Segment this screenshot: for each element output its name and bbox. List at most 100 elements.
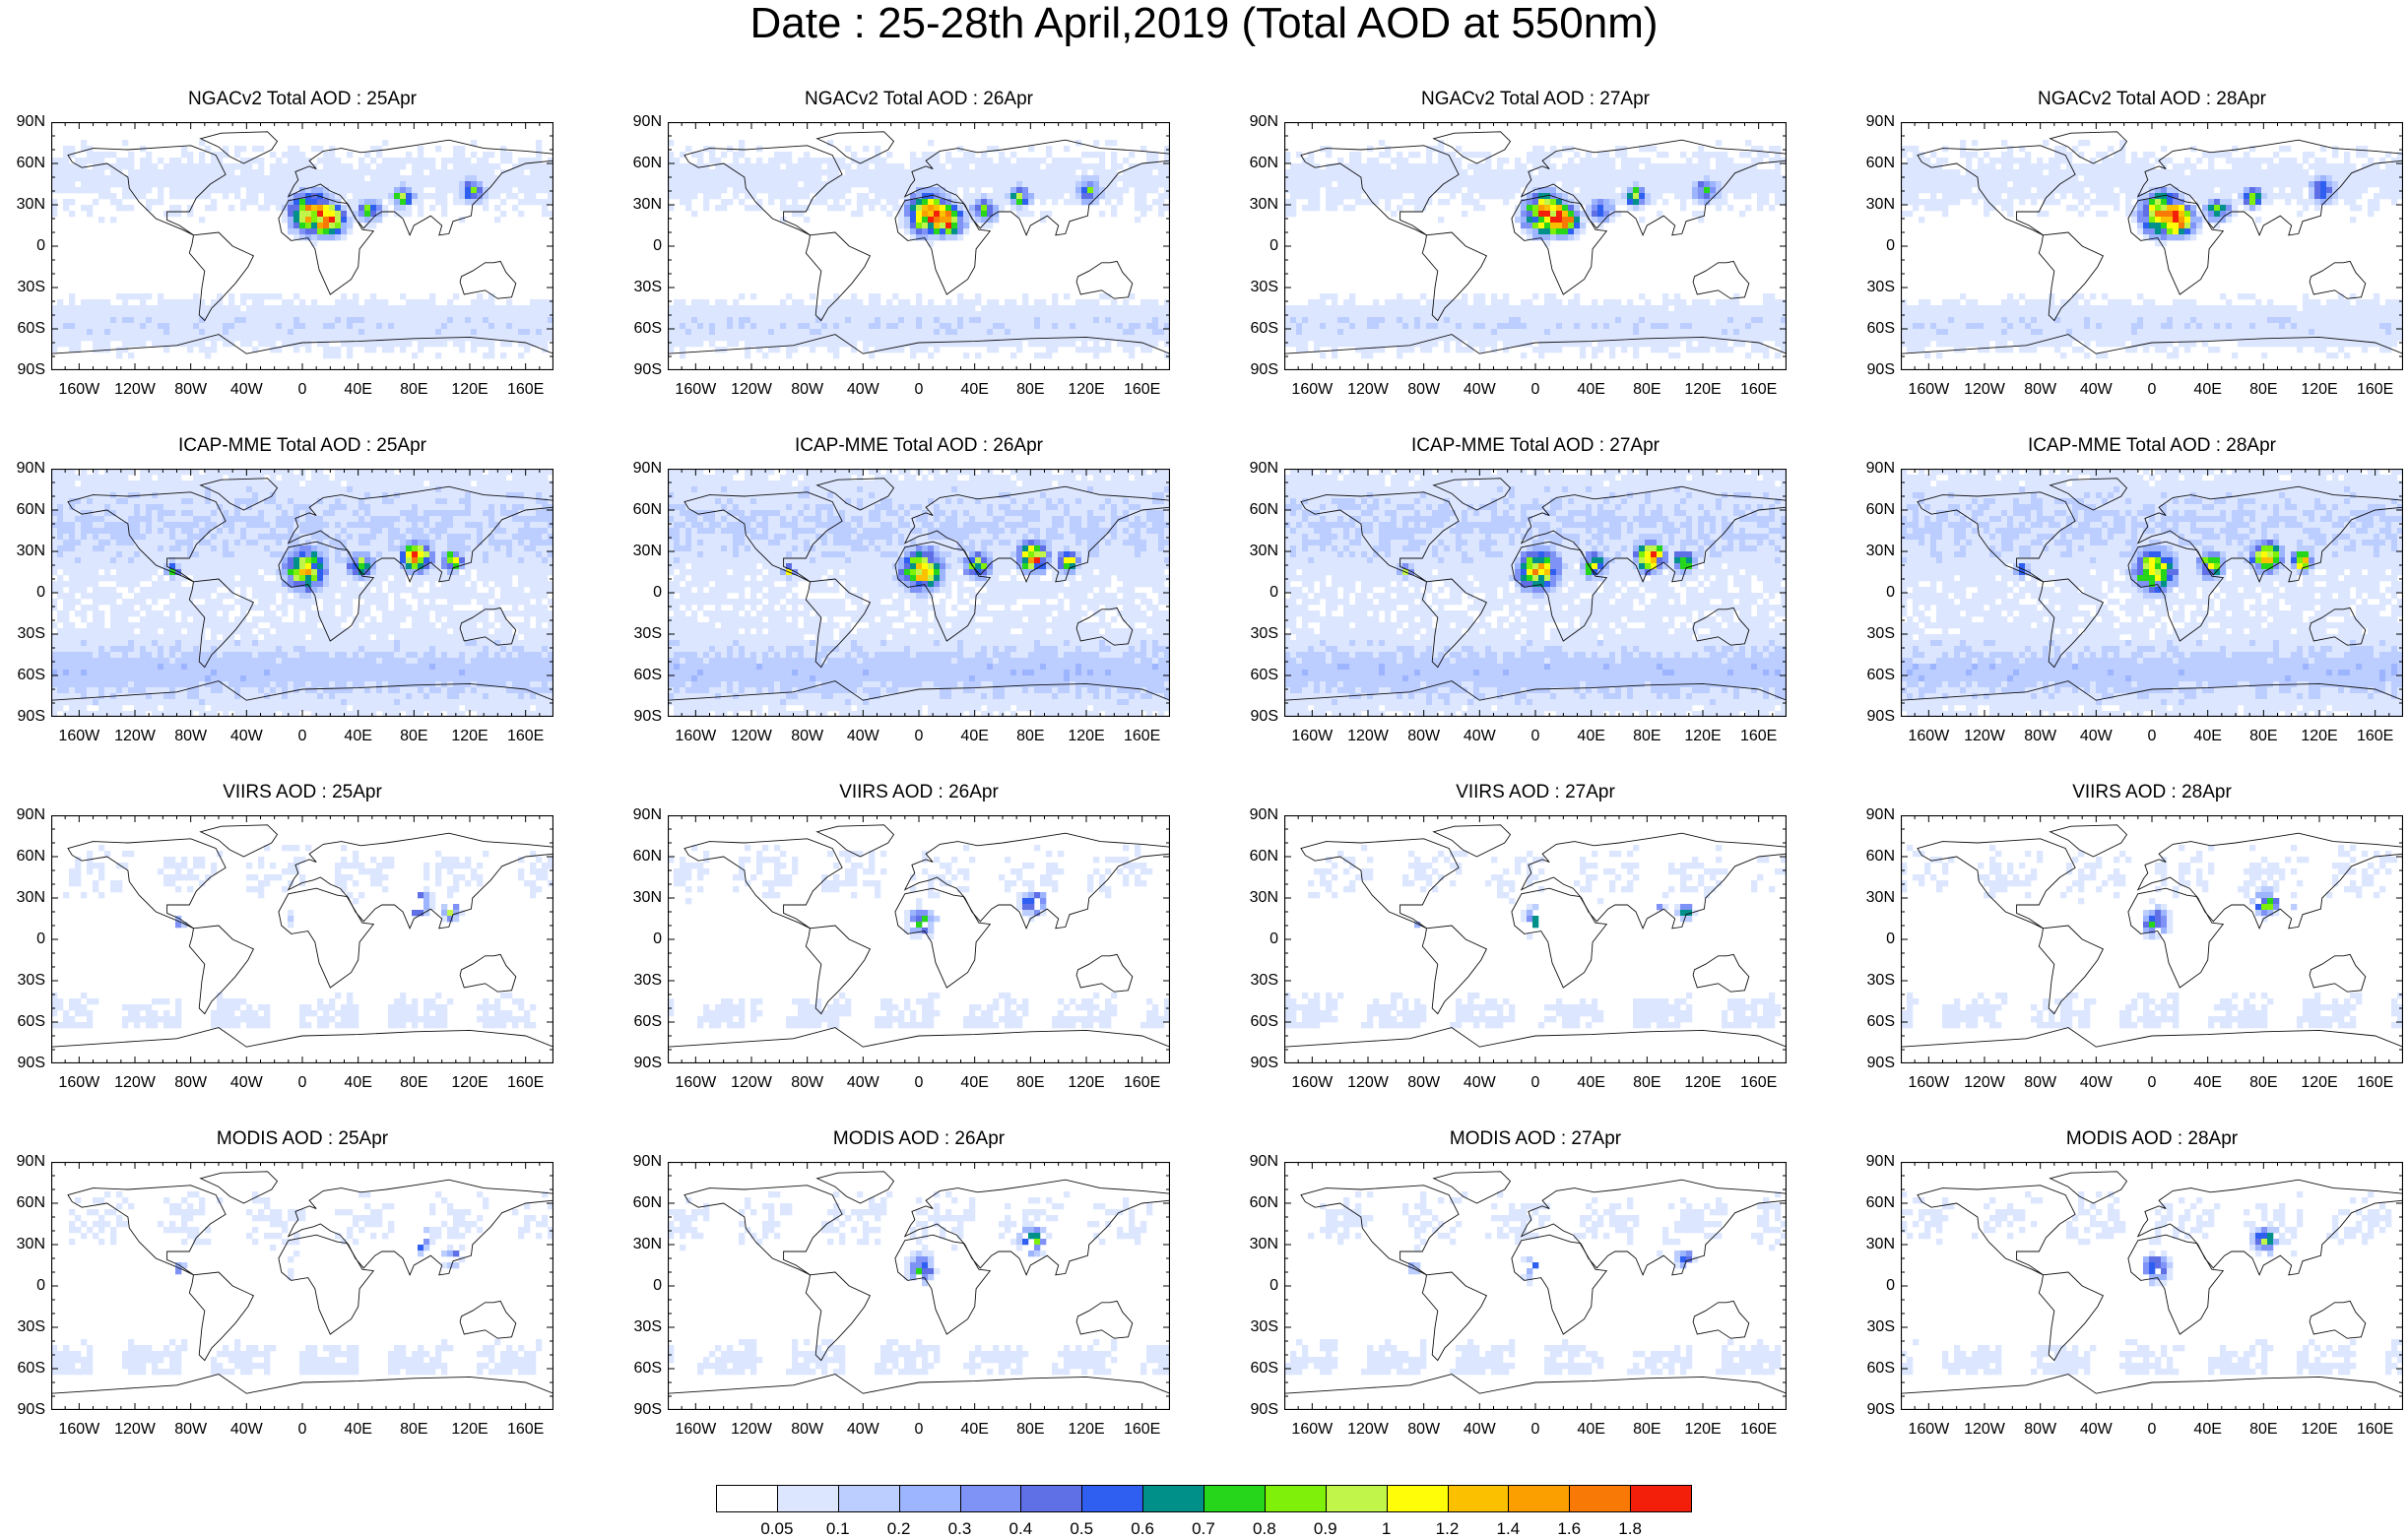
lon-tick-label: 80W: [2011, 382, 2070, 398]
lon-tick-label: 40E: [2179, 382, 2238, 398]
colorbar-box: [1204, 1485, 1266, 1512]
aod-map: [51, 122, 553, 370]
lat-tick-label: 0: [2, 238, 45, 254]
lon-tick-label: 120W: [105, 1075, 164, 1091]
colorbar-label: 1.8: [1605, 1520, 1655, 1537]
lat-tick-label: 90S: [1852, 1402, 1895, 1418]
lon-tick-label: 40W: [2066, 1422, 2125, 1438]
map-panel: ICAP-MME Total AOD : 26Apr 90N 60N 30N 0 30S 6…: [617, 435, 1207, 760]
lat-tick-label: 90S: [618, 1402, 662, 1418]
lat-tick-label: 60S: [618, 1014, 662, 1030]
lon-tick-label: 160W: [49, 1422, 108, 1438]
panel-title: ICAP-MME Total AOD : 26Apr: [623, 435, 1214, 457]
lat-tick-label: 0: [1235, 585, 1278, 601]
lon-tick-label: 40W: [217, 1075, 276, 1091]
lon-tick-label: 0: [273, 729, 332, 744]
map-frame: [668, 122, 1170, 370]
lon-tick-label: 120E: [1057, 1075, 1116, 1091]
aod-map: [1284, 1162, 1787, 1410]
lon-tick-label: 80W: [778, 1422, 837, 1438]
aod-field: [51, 469, 553, 717]
colorbar-label: 0.4: [996, 1520, 1045, 1537]
lon-tick-label: 120E: [1057, 382, 1116, 398]
lon-tick-label: 40E: [945, 729, 1005, 744]
lon-tick-label: 80W: [1395, 729, 1454, 744]
lon-tick-label: 80E: [2234, 382, 2293, 398]
map-frame: [51, 122, 553, 370]
aod-map: [1901, 1162, 2403, 1410]
map-panel: ICAP-MME Total AOD : 27Apr 90N 60N 30N 0 30S 6…: [1233, 435, 1824, 760]
lon-tick-label: 160E: [1113, 1075, 1172, 1091]
lat-tick-label: 90S: [618, 1056, 662, 1071]
map-frame: [1901, 122, 2403, 370]
lat-tick-label: 90S: [1852, 362, 1895, 378]
lon-tick-label: 0: [273, 382, 332, 398]
lon-tick-label: 0: [2122, 1422, 2181, 1438]
lon-tick-label: 120W: [105, 729, 164, 744]
lon-tick-label: 80W: [162, 1422, 221, 1438]
page-title: Date : 25-28th April,2019 (Total AOD at …: [0, 0, 2408, 45]
lon-tick-label: 40E: [945, 1422, 1005, 1438]
aod-field: [51, 140, 553, 359]
lon-tick-label: 160E: [496, 382, 555, 398]
panel-title: ICAP-MME Total AOD : 28Apr: [1856, 435, 2408, 457]
lon-tick-label: 40E: [1562, 382, 1621, 398]
lon-tick-label: 80W: [162, 1075, 221, 1091]
lat-tick-label: 30N: [1852, 1237, 1895, 1252]
lat-tick-label: 0: [618, 238, 662, 254]
lat-tick-label: 60S: [618, 1361, 662, 1377]
lon-tick-label: 40E: [2179, 729, 2238, 744]
lon-tick-label: 120E: [1673, 729, 1732, 744]
lon-tick-label: 120W: [722, 1422, 781, 1438]
lat-tick-label: 0: [1852, 931, 1895, 947]
map-frame: [51, 815, 553, 1063]
lon-tick-label: 80E: [2234, 729, 2293, 744]
lat-tick-label: 60S: [1852, 1014, 1895, 1030]
colorbar-label: 1.4: [1483, 1520, 1532, 1537]
lon-tick-label: 0: [2122, 1075, 2181, 1091]
map-panel: VIIRS AOD : 26Apr 90N 60N 30N 0 30S 60S 90S 160W…: [617, 782, 1207, 1107]
map-panel: NGACv2 Total AOD : 25Apr 90N 60N 30N 0 30S 60S…: [0, 89, 591, 414]
lon-tick-label: 120W: [1955, 382, 2014, 398]
lat-tick-label: 60N: [618, 849, 662, 865]
lon-tick-label: 40W: [2066, 382, 2125, 398]
colorbar-label: 0.1: [814, 1520, 863, 1537]
lon-tick-label: 80W: [2011, 729, 2070, 744]
aod-field: [1284, 845, 1787, 1029]
lon-tick-label: 80E: [1001, 1075, 1060, 1091]
lon-tick-label: 80W: [1395, 1075, 1454, 1091]
panel-title: MODIS AOD : 26Apr: [623, 1128, 1214, 1150]
lat-tick-label: 30N: [2, 1237, 45, 1252]
lon-tick-label: 120W: [1338, 729, 1398, 744]
lon-tick-label: 160W: [1899, 1422, 1958, 1438]
coastlines: [668, 478, 1170, 717]
lat-tick-label: 60N: [618, 1195, 662, 1211]
map-frame: [1284, 815, 1787, 1063]
lon-tick-label: 80W: [2011, 1075, 2070, 1091]
lat-tick-label: 0: [618, 585, 662, 601]
lon-tick-label: 40E: [1562, 1422, 1621, 1438]
lat-tick-label: 30S: [1852, 280, 1895, 295]
lat-tick-label: 90S: [1235, 362, 1278, 378]
lon-tick-label: 40W: [2066, 729, 2125, 744]
coastlines: [668, 824, 1170, 1063]
aod-field: [51, 1191, 553, 1376]
lon-tick-label: 80W: [1395, 382, 1454, 398]
panel-title: VIIRS AOD : 27Apr: [1240, 782, 1831, 803]
lat-tick-label: 60S: [1235, 668, 1278, 683]
lat-tick-label: 30N: [1852, 197, 1895, 213]
map-frame: [1901, 815, 2403, 1063]
colorbar-label: 0.2: [875, 1520, 924, 1537]
lon-tick-label: 0: [2122, 729, 2181, 744]
colorbar-box: [1142, 1485, 1204, 1512]
lon-tick-label: 80E: [384, 729, 443, 744]
panel-title: VIIRS AOD : 26Apr: [623, 782, 1214, 803]
lon-tick-label: 40E: [329, 1422, 388, 1438]
panel-title: ICAP-MME Total AOD : 27Apr: [1240, 435, 1831, 457]
map-frame: [1901, 1162, 2403, 1410]
lat-tick-label: 30N: [618, 197, 662, 213]
lat-tick-label: 60N: [1852, 849, 1895, 865]
map-frame: [51, 469, 553, 717]
lon-tick-label: 0: [1506, 1075, 1565, 1091]
aod-map: [51, 815, 553, 1063]
